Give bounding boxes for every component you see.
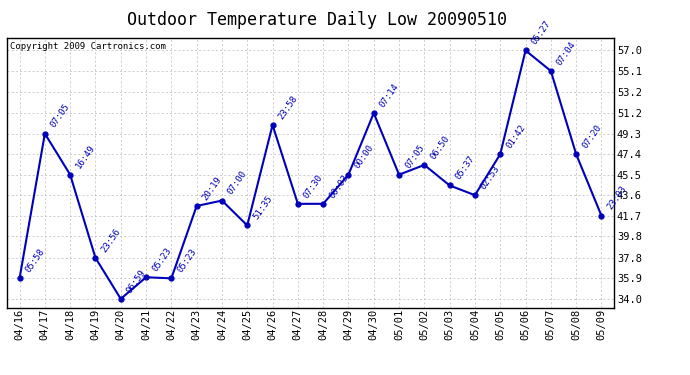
Text: 05:58: 05:58: [23, 247, 46, 274]
Text: 23:56: 23:56: [99, 226, 122, 254]
Text: 00:00: 00:00: [353, 143, 375, 171]
Text: 06:50: 06:50: [428, 134, 451, 161]
Text: 06:59: 06:59: [125, 267, 148, 295]
Text: 07:30: 07:30: [302, 172, 325, 200]
Text: 07:04: 07:04: [555, 40, 578, 67]
Text: 07:00: 07:00: [226, 169, 249, 196]
Text: 05:37: 05:37: [454, 154, 477, 181]
Text: 23:03: 23:03: [606, 184, 629, 211]
Text: Outdoor Temperature Daily Low 20090510: Outdoor Temperature Daily Low 20090510: [128, 11, 507, 29]
Text: 20:19: 20:19: [201, 175, 224, 202]
Text: 07:20: 07:20: [580, 123, 603, 150]
Text: 07:05: 07:05: [49, 102, 72, 129]
Text: 23:58: 23:58: [277, 94, 299, 121]
Text: Copyright 2009 Cartronics.com: Copyright 2009 Cartronics.com: [10, 42, 166, 51]
Text: 05:27: 05:27: [530, 19, 553, 46]
Text: 05:23: 05:23: [175, 247, 198, 274]
Text: 07:05: 07:05: [403, 143, 426, 171]
Text: 05:23: 05:23: [150, 246, 173, 273]
Text: 00:03: 00:03: [327, 172, 350, 200]
Text: 01:42: 01:42: [504, 123, 527, 150]
Text: 51:35: 51:35: [251, 194, 274, 221]
Text: 16:49: 16:49: [75, 143, 97, 171]
Text: 07:14: 07:14: [378, 82, 401, 109]
Text: 02:53: 02:53: [479, 164, 502, 191]
